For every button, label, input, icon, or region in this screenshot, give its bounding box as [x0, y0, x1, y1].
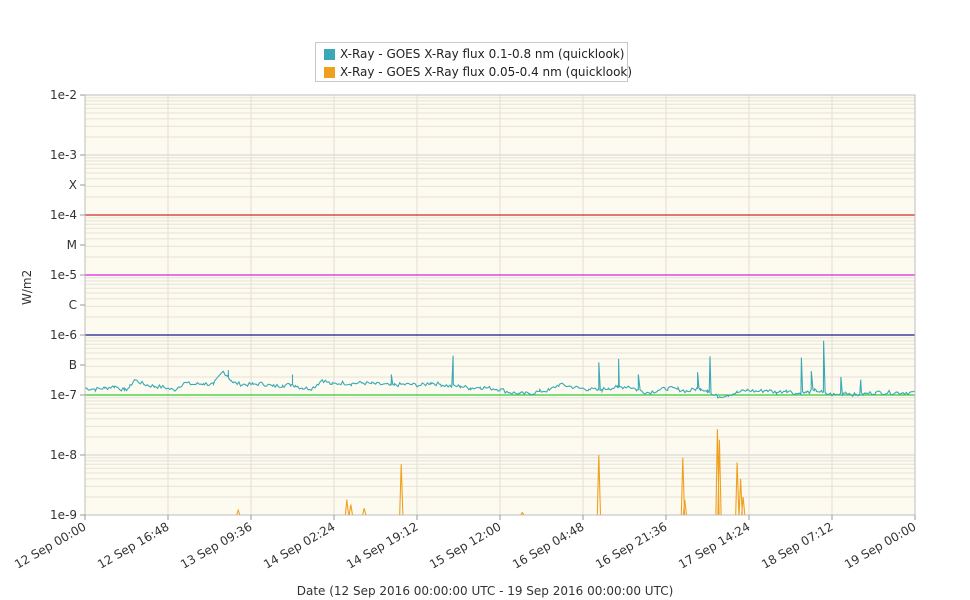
- x-tick-label: 13 Sep 09:36: [178, 519, 254, 571]
- y-tick-label: M: [67, 238, 77, 252]
- x-tick-label: 15 Sep 12:00: [427, 519, 503, 571]
- legend-item-xray-short[interactable]: X-Ray - GOES X-Ray flux 0.05-0.4 nm (qui…: [324, 64, 632, 80]
- y-tick-label: 1e-9: [50, 508, 77, 522]
- legend-label-xray-short: X-Ray - GOES X-Ray flux 0.05-0.4 nm (qui…: [340, 65, 633, 79]
- x-axis-label: Date (12 Sep 2016 00:00:00 UTC - 19 Sep …: [296, 584, 674, 598]
- x-tick-label: 14 Sep 02:24: [261, 519, 337, 571]
- x-tick-label: 14 Sep 19:12: [344, 519, 420, 571]
- y-tick-label: 1e-8: [50, 448, 77, 462]
- legend-item-xray-long[interactable]: X-Ray - GOES X-Ray flux 0.1-0.8 nm (quic…: [324, 46, 624, 62]
- legend: X-Ray - GOES X-Ray flux 0.1-0.8 nm (quic…: [315, 42, 632, 82]
- y-tick-label: B: [69, 358, 77, 372]
- y-axis-ticks: 1e-2 1e-3 X 1e-4 M 1e-5 C 1e-6 B 1e-7 1e-8 1e-9: [50, 88, 85, 522]
- y-tick-label: 1e-2: [50, 88, 77, 102]
- y-tick-label: X: [69, 178, 77, 192]
- series-line-xray-long: [84, 340, 916, 399]
- y-tick-label: 1e-3: [50, 148, 77, 162]
- x-tick-label: 16 Sep 04:48: [510, 519, 586, 571]
- x-tick-label: 17 Sep 14:24: [676, 519, 752, 571]
- x-tick-label: 12 Sep 16:48: [95, 519, 171, 571]
- grid: [84, 95, 916, 516]
- y-tick-label: C: [69, 298, 77, 312]
- legend-label-xray-long: X-Ray - GOES X-Ray flux 0.1-0.8 nm (quic…: [340, 47, 625, 61]
- legend-swatch-xray-long: [324, 48, 335, 60]
- y-tick-label: 1e-6: [50, 328, 77, 342]
- legend-swatch-xray-short: [324, 66, 335, 78]
- x-tick-label: 18 Sep 07:12: [759, 519, 835, 571]
- x-axis-ticks: 12 Sep 00:00 12 Sep 16:48 13 Sep 09:36 14 S…: [12, 515, 919, 572]
- x-tick-label: 19 Sep 00:00: [842, 519, 918, 571]
- y-axis-label: W/m2: [20, 269, 34, 305]
- x-tick-label: 12 Sep 00:00: [12, 519, 88, 571]
- y-tick-label: 1e-7: [50, 388, 77, 402]
- y-tick-label: 1e-5: [50, 268, 77, 282]
- x-tick-label: 16 Sep 21:36: [593, 519, 669, 571]
- y-tick-label: 1e-4: [50, 208, 77, 222]
